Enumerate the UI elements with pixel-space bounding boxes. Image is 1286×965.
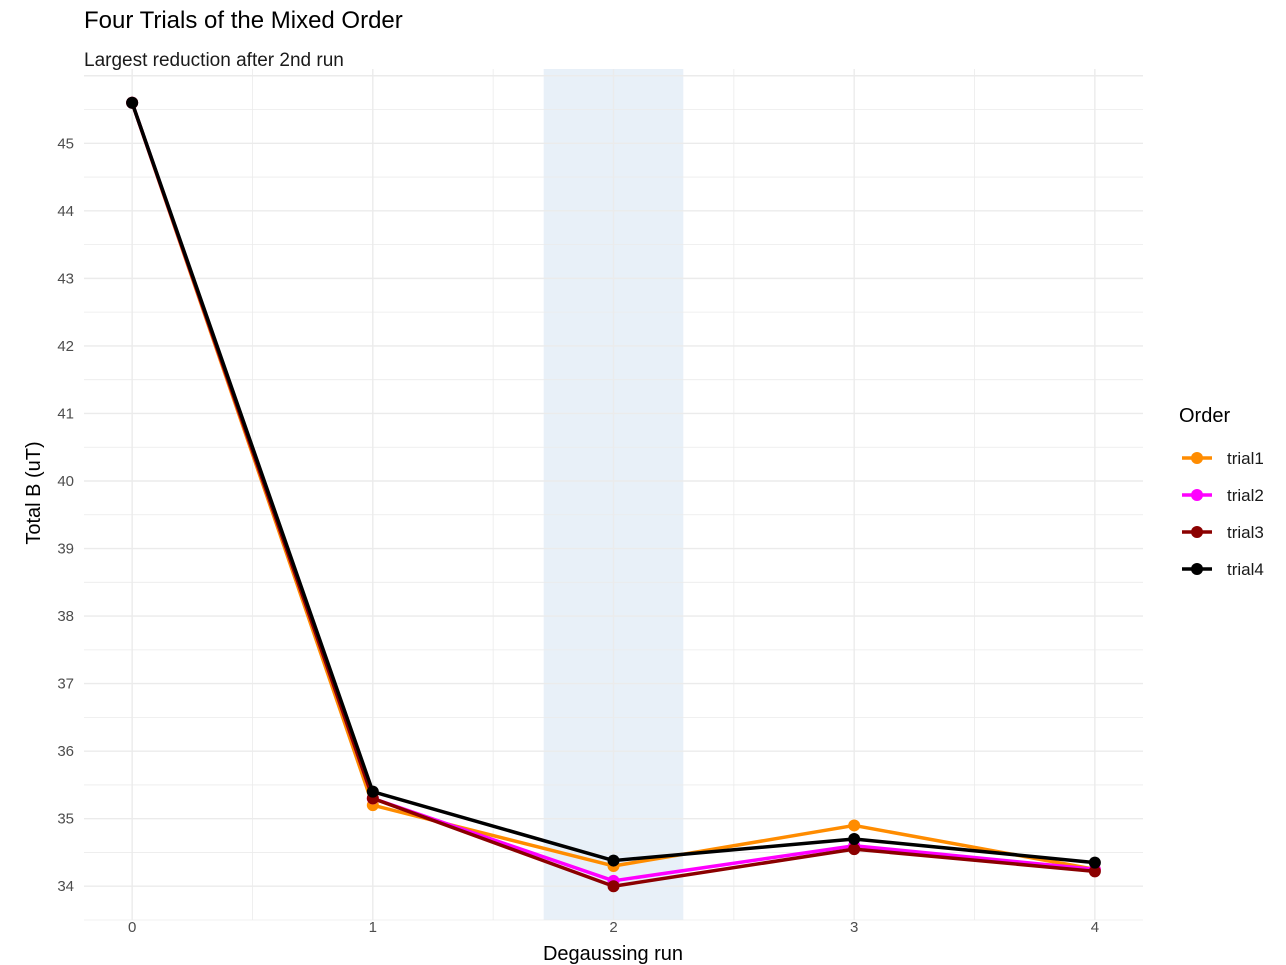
data-point [126,96,139,109]
legend-label: trial3 [1227,523,1264,542]
y-tick-label: 35 [57,811,74,828]
legend-label: trial2 [1227,486,1264,505]
legend-key-point [1191,452,1203,464]
y-tick-label: 36 [57,743,74,760]
x-axis-ticks: 0 1 2 3 4 [128,919,1099,936]
data-point [607,854,620,867]
data-point [607,880,620,893]
chart-subtitle: Largest reduction after 2nd run [84,50,344,71]
data-point [848,832,861,845]
legend-key-point [1191,489,1203,501]
legend: Order trial1 trial2 trial3 trial4 [1179,405,1264,579]
legend-item: trial4 [1182,560,1264,579]
y-tick-label: 40 [57,473,74,490]
data-point [366,785,379,798]
legend-items: trial1 trial2 trial3 trial4 [1182,449,1264,579]
legend-item: trial1 [1182,449,1264,468]
y-tick-label: 41 [57,405,74,422]
legend-title: Order [1179,405,1230,427]
series-layer [126,96,1101,893]
x-tick-label: 1 [369,919,377,936]
series-trial4 [126,96,1101,869]
data-point [1088,865,1101,878]
y-tick-label: 38 [57,608,74,625]
x-tick-label: 2 [609,919,617,936]
legend-label: trial4 [1227,560,1264,579]
y-tick-label: 34 [57,878,74,895]
y-tick-label: 45 [57,135,74,152]
data-point [848,819,861,832]
y-tick-label: 37 [57,676,74,693]
y-axis-ticks: 34 35 36 37 38 39 40 41 42 43 44 45 [57,135,74,895]
x-tick-label: 0 [128,919,136,936]
x-tick-label: 4 [1091,919,1099,936]
data-point [1088,856,1101,869]
legend-item: trial2 [1182,486,1264,505]
data-point [848,843,861,856]
plot-panel [84,69,1143,921]
x-tick-label: 3 [850,919,858,936]
y-tick-label: 43 [57,270,74,287]
y-tick-label: 42 [57,338,74,355]
legend-key-point [1191,526,1203,538]
legend-item: trial3 [1182,523,1264,542]
grid-layer [84,69,1143,921]
y-axis-title: Total B (uT) [23,441,45,544]
chart-title: Four Trials of the Mixed Order [84,7,403,34]
y-tick-label: 44 [57,203,74,220]
legend-label: trial1 [1227,449,1264,468]
legend-key-point [1191,563,1203,575]
x-axis-title: Degaussing run [543,943,683,965]
y-tick-label: 39 [57,541,74,558]
